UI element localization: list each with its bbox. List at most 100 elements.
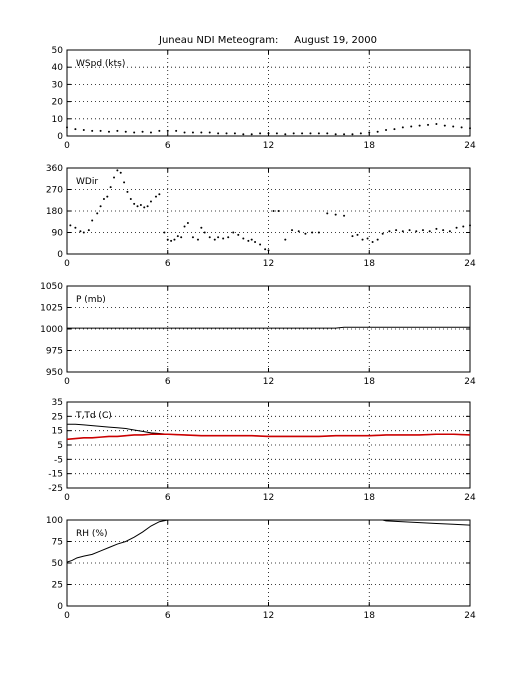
wind-speed-x-tick-label: 24	[464, 141, 476, 151]
wind-direction-series-0-point	[361, 238, 364, 241]
temperature-dewpoint-y-tick-label: -25	[48, 484, 63, 494]
wind-direction-series-0-point	[109, 186, 112, 189]
wind-direction-series-0-point	[408, 229, 411, 232]
wind-direction-series-0-point	[351, 235, 354, 238]
relative-humidity-y-tick-label: 50	[52, 559, 64, 569]
wind-direction-series-0-point	[388, 230, 391, 233]
pressure-y-tick-label: 1000	[40, 325, 63, 335]
wind-direction-series-0-point	[183, 225, 186, 228]
wind-direction-series-0-point	[317, 231, 320, 234]
wind-speed-series-0-point	[242, 133, 245, 136]
wind-speed-series-0-point	[175, 129, 178, 132]
wind-direction-series-0-point	[146, 205, 149, 208]
wind-direction-x-tick-label: 18	[364, 259, 376, 269]
wind-speed-series-0-point	[200, 131, 203, 134]
temperature-dewpoint-plot-frame	[66, 401, 471, 489]
wind-direction-series-0-point	[237, 233, 240, 236]
wind-direction-series-0-point	[247, 239, 250, 242]
wind-direction-series-0-point	[291, 229, 294, 232]
wind-direction-y-tick-label: 360	[46, 164, 63, 174]
relative-humidity-y-tick-label: 75	[52, 538, 63, 548]
wind-direction-series-0-point	[366, 237, 369, 240]
figure-title: Juneau NDI Meteogram: August 19, 2000	[158, 35, 377, 46]
wind-speed-series-0-point	[91, 129, 94, 132]
wind-direction-series-0-point	[250, 238, 253, 241]
pressure-series-0-line	[67, 326, 470, 329]
relative-humidity-x-tick-label: 18	[364, 611, 376, 621]
pressure-x-tick-label: 18	[364, 377, 376, 387]
wind-direction-series-0-point	[173, 238, 176, 241]
wind-direction-series-0-point	[213, 238, 216, 241]
wind-speed-series-0-point	[418, 124, 421, 127]
wind-direction-series-0-point	[113, 176, 116, 179]
wind-direction-series-0-point	[149, 200, 152, 203]
relative-humidity-y-tick-label: 0	[57, 602, 63, 612]
temperature-dewpoint-x-tick-label: 6	[165, 493, 171, 503]
relative-humidity-y-tick-label: 25	[52, 581, 63, 591]
wind-direction-series-0-point	[102, 198, 105, 201]
temperature-dewpoint-x-tick-label: 0	[64, 493, 70, 503]
wind-speed-y-tick-label: 50	[52, 46, 64, 56]
wind-direction-series-0-point	[267, 249, 270, 252]
wind-speed-series-0-point	[435, 122, 438, 125]
wind-speed-x-tick-label: 18	[364, 141, 376, 151]
temperature-dewpoint-label: T,Td (C)	[75, 411, 112, 421]
relative-humidity-series-0-line	[66, 519, 168, 563]
wind-speed-series-0-point	[82, 128, 85, 131]
wind-speed-x-tick-label: 12	[263, 141, 274, 151]
wind-speed-series-0-point	[191, 131, 194, 134]
wind-direction-series-0-point	[136, 205, 139, 208]
wind-direction-series-0-point	[217, 236, 220, 239]
wind-speed-series-0-point	[99, 129, 102, 132]
relative-humidity-x-tick-label: 6	[165, 611, 171, 621]
wind-speed-plot-frame	[66, 49, 471, 137]
wind-speed-series-0-point	[124, 130, 127, 133]
wind-direction-series-0-point	[99, 205, 102, 208]
relative-humidity-x-tick-label: 0	[64, 611, 70, 621]
wind-direction-series-0-point	[242, 237, 245, 240]
wind-direction-series-0-point	[227, 236, 230, 239]
wind-speed-series-0-point	[427, 123, 430, 126]
wind-direction-series-0-point	[462, 225, 465, 228]
wind-direction-series-0-point	[166, 238, 169, 241]
wind-speed-panel: 0 6 12 18 24 0 10 20 30 40 50 WSpd (kts)	[52, 46, 476, 151]
wind-speed-series-0-point	[217, 132, 220, 135]
wind-direction-series-0-point	[143, 206, 146, 209]
wind-direction-series-0-point	[311, 231, 314, 234]
wind-direction-x-tick-label: 0	[64, 259, 70, 269]
wind-direction-series-0-point	[133, 202, 136, 205]
wind-speed-series-0-point	[66, 126, 68, 129]
wind-speed-series-0-point	[141, 130, 144, 133]
temperature-dewpoint-x-tick-label: 24	[464, 493, 476, 503]
pressure-x-tick-label: 6	[165, 377, 171, 387]
wind-direction-y-tick-label: 0	[57, 250, 63, 260]
relative-humidity-panel: 0 6 12 18 24 0 25 50 75 100 RH (%)	[46, 516, 476, 621]
pressure-x-tick-label: 12	[263, 377, 274, 387]
pressure-x-tick-label: 24	[464, 377, 476, 387]
wind-direction-series-0-point	[154, 195, 157, 198]
wind-speed-y-tick-label: 40	[52, 63, 64, 73]
temperature-dewpoint-y-tick-label: -15	[48, 470, 63, 480]
wind-direction-series-0-point	[69, 224, 72, 227]
wind-direction-series-0-point	[119, 171, 122, 174]
wind-direction-series-0-point	[232, 231, 235, 234]
wind-speed-series-0-point	[385, 128, 388, 131]
wind-speed-series-0-point	[149, 131, 152, 134]
wind-speed-series-0-point	[225, 132, 228, 135]
wind-direction-series-0-point	[208, 236, 211, 239]
wind-direction-series-0-point	[304, 232, 307, 235]
wind-speed-series-0-point	[183, 131, 186, 134]
wind-direction-series-0-point	[96, 212, 99, 215]
pressure-y-tick-label: 975	[46, 347, 63, 357]
pressure-y-tick-label: 1050	[40, 282, 63, 292]
wind-direction-series-0-point	[469, 224, 471, 227]
wind-speed-series-0-point	[292, 132, 295, 135]
temperature-dewpoint-y-tick-label: 25	[52, 412, 63, 422]
wind-speed-series-0-point	[267, 132, 270, 135]
relative-humidity-y-tick-label: 100	[46, 516, 63, 526]
wind-speed-series-0-point	[259, 132, 262, 135]
pressure-x-tick-label: 0	[64, 377, 70, 387]
wind-direction-series-0-point	[428, 230, 431, 233]
wind-direction-series-0-point	[343, 214, 346, 217]
wind-direction-series-0-point	[272, 210, 275, 212]
